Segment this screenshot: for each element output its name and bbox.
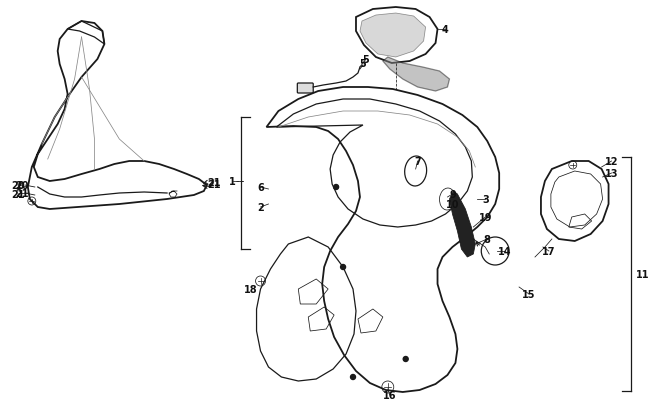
Text: 21: 21 (11, 190, 25, 200)
Text: 20: 20 (15, 181, 29, 190)
Circle shape (341, 265, 346, 270)
Text: 15: 15 (522, 289, 536, 299)
Text: 5: 5 (363, 55, 369, 65)
Text: 21: 21 (207, 177, 220, 188)
Text: 14: 14 (499, 246, 512, 256)
Circle shape (403, 357, 408, 362)
Circle shape (350, 375, 356, 379)
Polygon shape (449, 192, 475, 257)
Text: 2: 2 (257, 202, 264, 213)
Circle shape (333, 185, 339, 190)
Text: 12: 12 (604, 157, 618, 166)
Text: 19: 19 (478, 213, 492, 222)
Text: 11: 11 (636, 269, 649, 279)
Polygon shape (383, 58, 449, 92)
Text: 4: 4 (442, 25, 449, 35)
Text: 1: 1 (229, 177, 236, 187)
Text: 21: 21 (207, 179, 220, 190)
Text: 8: 8 (484, 234, 491, 244)
Text: 17: 17 (542, 246, 556, 256)
FancyBboxPatch shape (297, 84, 313, 94)
Polygon shape (360, 14, 426, 58)
Text: 20: 20 (11, 181, 25, 190)
Text: 3: 3 (482, 194, 489, 205)
Text: 21: 21 (15, 189, 29, 198)
Text: 6: 6 (257, 183, 264, 192)
Text: 16: 16 (383, 390, 396, 400)
Text: 13: 13 (604, 168, 618, 179)
Text: 18: 18 (244, 284, 257, 294)
Text: 9: 9 (449, 190, 456, 200)
Text: 7: 7 (414, 157, 421, 166)
Text: 5: 5 (359, 59, 367, 69)
Text: 10: 10 (446, 200, 459, 209)
